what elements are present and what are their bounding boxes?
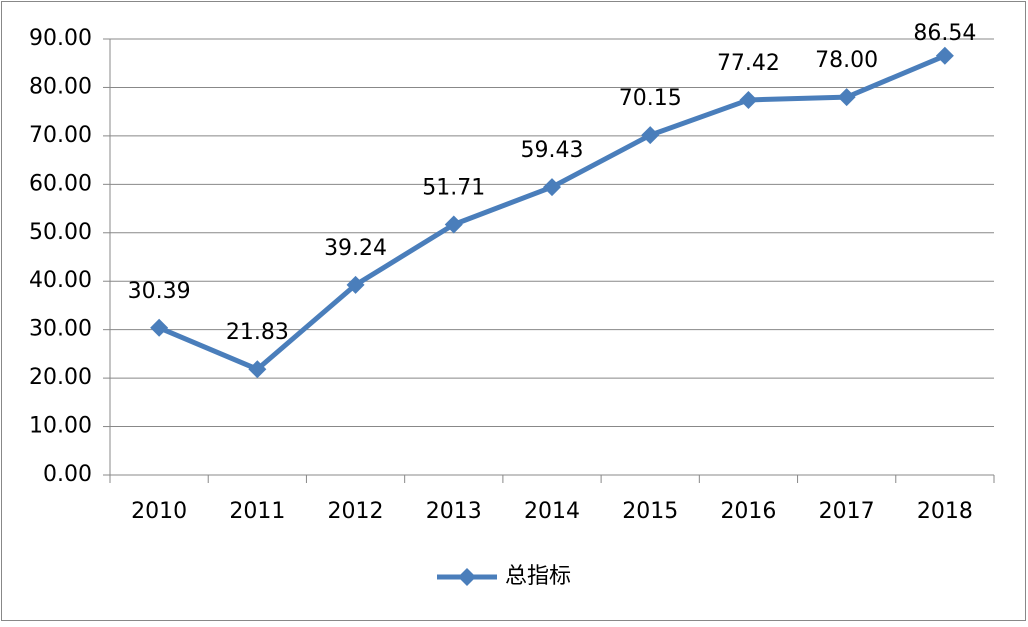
x-tick-label: 2014 [524, 499, 580, 524]
y-tick-label: 20.00 [29, 365, 92, 390]
y-tick-label: 70.00 [29, 123, 92, 148]
data-label: 59.43 [521, 138, 584, 163]
data-label: 51.71 [422, 175, 485, 200]
y-tick-label: 50.00 [29, 220, 92, 245]
marker [739, 90, 758, 109]
data-label: 86.54 [913, 21, 976, 46]
data-label: 30.39 [128, 279, 191, 304]
y-tick-label: 10.00 [29, 414, 92, 439]
data-label: 21.83 [226, 320, 289, 345]
x-tick-label: 2018 [917, 499, 973, 524]
y-tick-label: 40.00 [29, 268, 92, 293]
data-label: 70.15 [619, 86, 682, 111]
marker [935, 46, 954, 65]
x-tick-label: 2010 [131, 499, 187, 524]
x-tick-label: 2017 [819, 499, 875, 524]
data-label: 78.00 [815, 48, 878, 73]
data-label: 39.24 [324, 236, 387, 261]
marker [837, 88, 856, 107]
data-label: 77.42 [717, 51, 780, 76]
marker [248, 360, 267, 379]
y-tick-label: 0.00 [43, 462, 92, 487]
x-tick-label: 2011 [229, 499, 285, 524]
x-tick-label: 2015 [622, 499, 678, 524]
legend-marker [458, 568, 476, 586]
marker [444, 215, 463, 234]
legend-label: 总指标 [505, 564, 571, 589]
y-tick-label: 60.00 [29, 171, 92, 196]
marker [346, 275, 365, 294]
x-tick-label: 2016 [720, 499, 776, 524]
marker [641, 126, 660, 145]
y-tick-label: 90.00 [29, 26, 92, 51]
marker [150, 318, 169, 337]
y-tick-label: 80.00 [29, 74, 92, 99]
marker [543, 178, 561, 197]
x-tick-label: 2012 [328, 499, 384, 524]
x-tick-label: 2013 [426, 499, 482, 524]
y-tick-label: 30.00 [29, 317, 92, 342]
